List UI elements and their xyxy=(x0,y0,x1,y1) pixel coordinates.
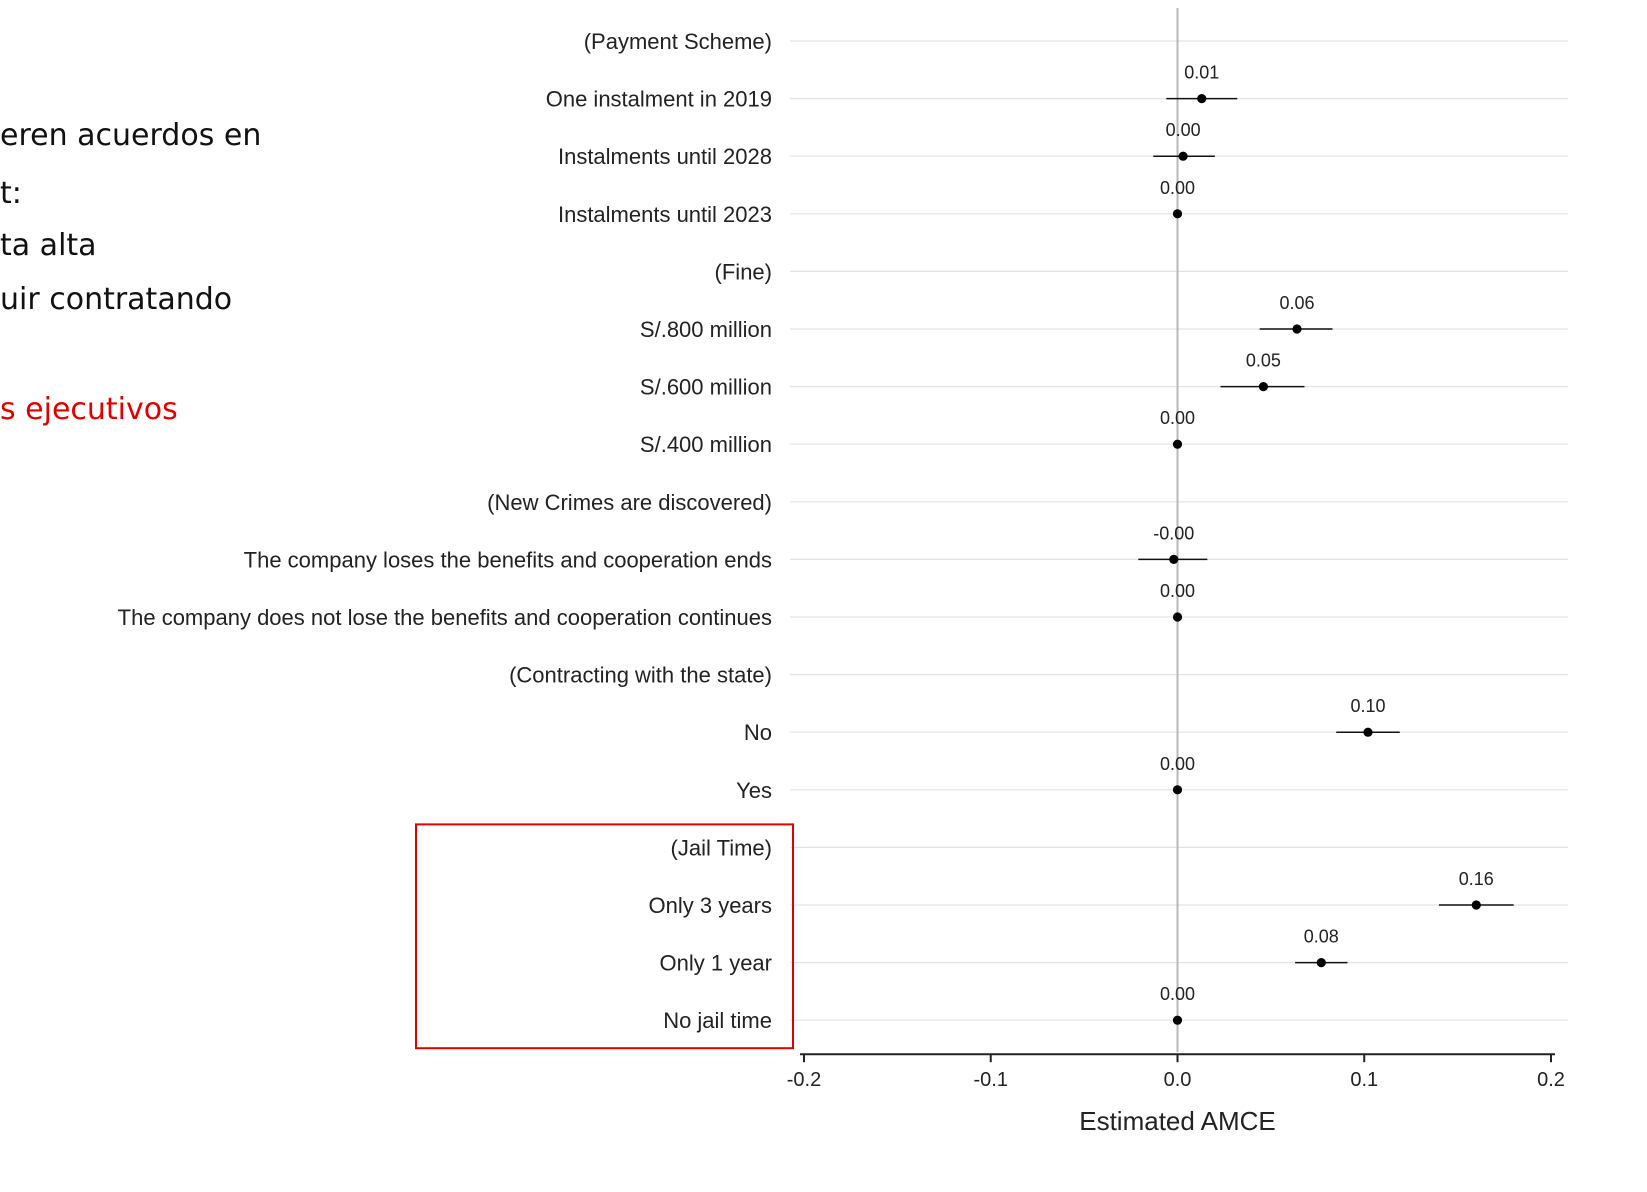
value-label: 0.00 xyxy=(1160,754,1195,774)
category-label: Instalments until 2028 xyxy=(558,144,772,169)
value-label: 0.01 xyxy=(1184,63,1219,83)
value-label: 0.00 xyxy=(1166,120,1201,140)
category-label: Only 1 year xyxy=(660,951,773,976)
x-tick-label: 0.2 xyxy=(1537,1069,1565,1091)
category-label: The company does not lose the benefits a… xyxy=(118,605,772,630)
gridlines xyxy=(790,40,1568,1021)
category-label: S/.600 million xyxy=(640,375,772,400)
group-header: (Payment Scheme) xyxy=(584,29,772,54)
category-label: The company loses the benefits and coope… xyxy=(244,547,772,572)
group-header: (Jail Time) xyxy=(671,835,772,860)
estimate-point xyxy=(1471,900,1481,910)
group-header: (Fine) xyxy=(715,259,772,284)
value-label: 0.00 xyxy=(1160,581,1195,601)
estimate-point xyxy=(1172,785,1183,795)
x-tick-label: 0.1 xyxy=(1350,1069,1378,1091)
estimate-point xyxy=(1172,209,1183,219)
estimate-point xyxy=(1172,1015,1183,1025)
category-label: No jail time xyxy=(663,1008,772,1033)
slide-text-line-2: t: xyxy=(0,176,22,211)
group-header: (New Crimes are discovered) xyxy=(487,490,772,515)
category-label: S/.400 million xyxy=(640,432,772,457)
value-label: 0.00 xyxy=(1160,984,1195,1004)
value-label: 0.06 xyxy=(1279,293,1314,313)
value-label: 0.05 xyxy=(1246,351,1281,371)
value-label: 0.10 xyxy=(1350,696,1385,716)
estimate-point xyxy=(1172,439,1183,449)
x-tick-label: -0.1 xyxy=(974,1069,1008,1091)
estimate-point xyxy=(1258,382,1269,392)
x-axis: -0.2 -0.1 0.0 0.1 0.2 xyxy=(787,1053,1565,1091)
x-axis-title: Estimated AMCE xyxy=(1079,1106,1276,1136)
category-label: No xyxy=(744,720,772,745)
group-header: (Contracting with the state) xyxy=(509,663,772,688)
slide-text-line-5: s ejecutivos xyxy=(0,392,178,427)
category-label: One instalment in 2019 xyxy=(546,87,772,112)
category-label: Yes xyxy=(736,778,772,803)
value-label: -0.00 xyxy=(1153,523,1194,543)
x-tick-label: 0.0 xyxy=(1164,1069,1192,1091)
estimate-point xyxy=(1172,612,1183,622)
estimate-point xyxy=(1292,324,1302,334)
value-label: 0.00 xyxy=(1160,178,1195,198)
x-tick-label: -0.2 xyxy=(787,1069,821,1091)
category-label: Only 3 years xyxy=(649,893,773,918)
category-label: S/.800 million xyxy=(640,317,772,342)
slide-text-line-3: ta alta xyxy=(0,228,97,263)
jail-time-highlight-box xyxy=(415,823,794,1050)
estimate-point xyxy=(1316,958,1326,968)
value-label: 0.00 xyxy=(1160,408,1195,428)
slide-text-line-1: eren acuerdos en xyxy=(0,118,262,153)
estimate-point xyxy=(1169,554,1179,565)
value-label: 0.08 xyxy=(1304,927,1339,947)
estimate-point xyxy=(1178,151,1188,161)
slide-text-line-4: uir contratando xyxy=(0,282,233,317)
value-label: 0.16 xyxy=(1459,869,1494,889)
estimate-point xyxy=(1363,727,1373,737)
estimates: 0.01 0.00 0.00 0.06 0.05 0.00 -0.00 0.00 0.10 0.0… xyxy=(1138,63,1514,1025)
estimate-point xyxy=(1197,94,1207,104)
category-label: Instalments until 2023 xyxy=(558,202,772,227)
slide-text-fragment: eren acuerdos en t: ta alta uir contrata… xyxy=(0,0,360,480)
category-labels: (Payment Scheme) One instalment in 2019 In… xyxy=(118,29,772,1033)
